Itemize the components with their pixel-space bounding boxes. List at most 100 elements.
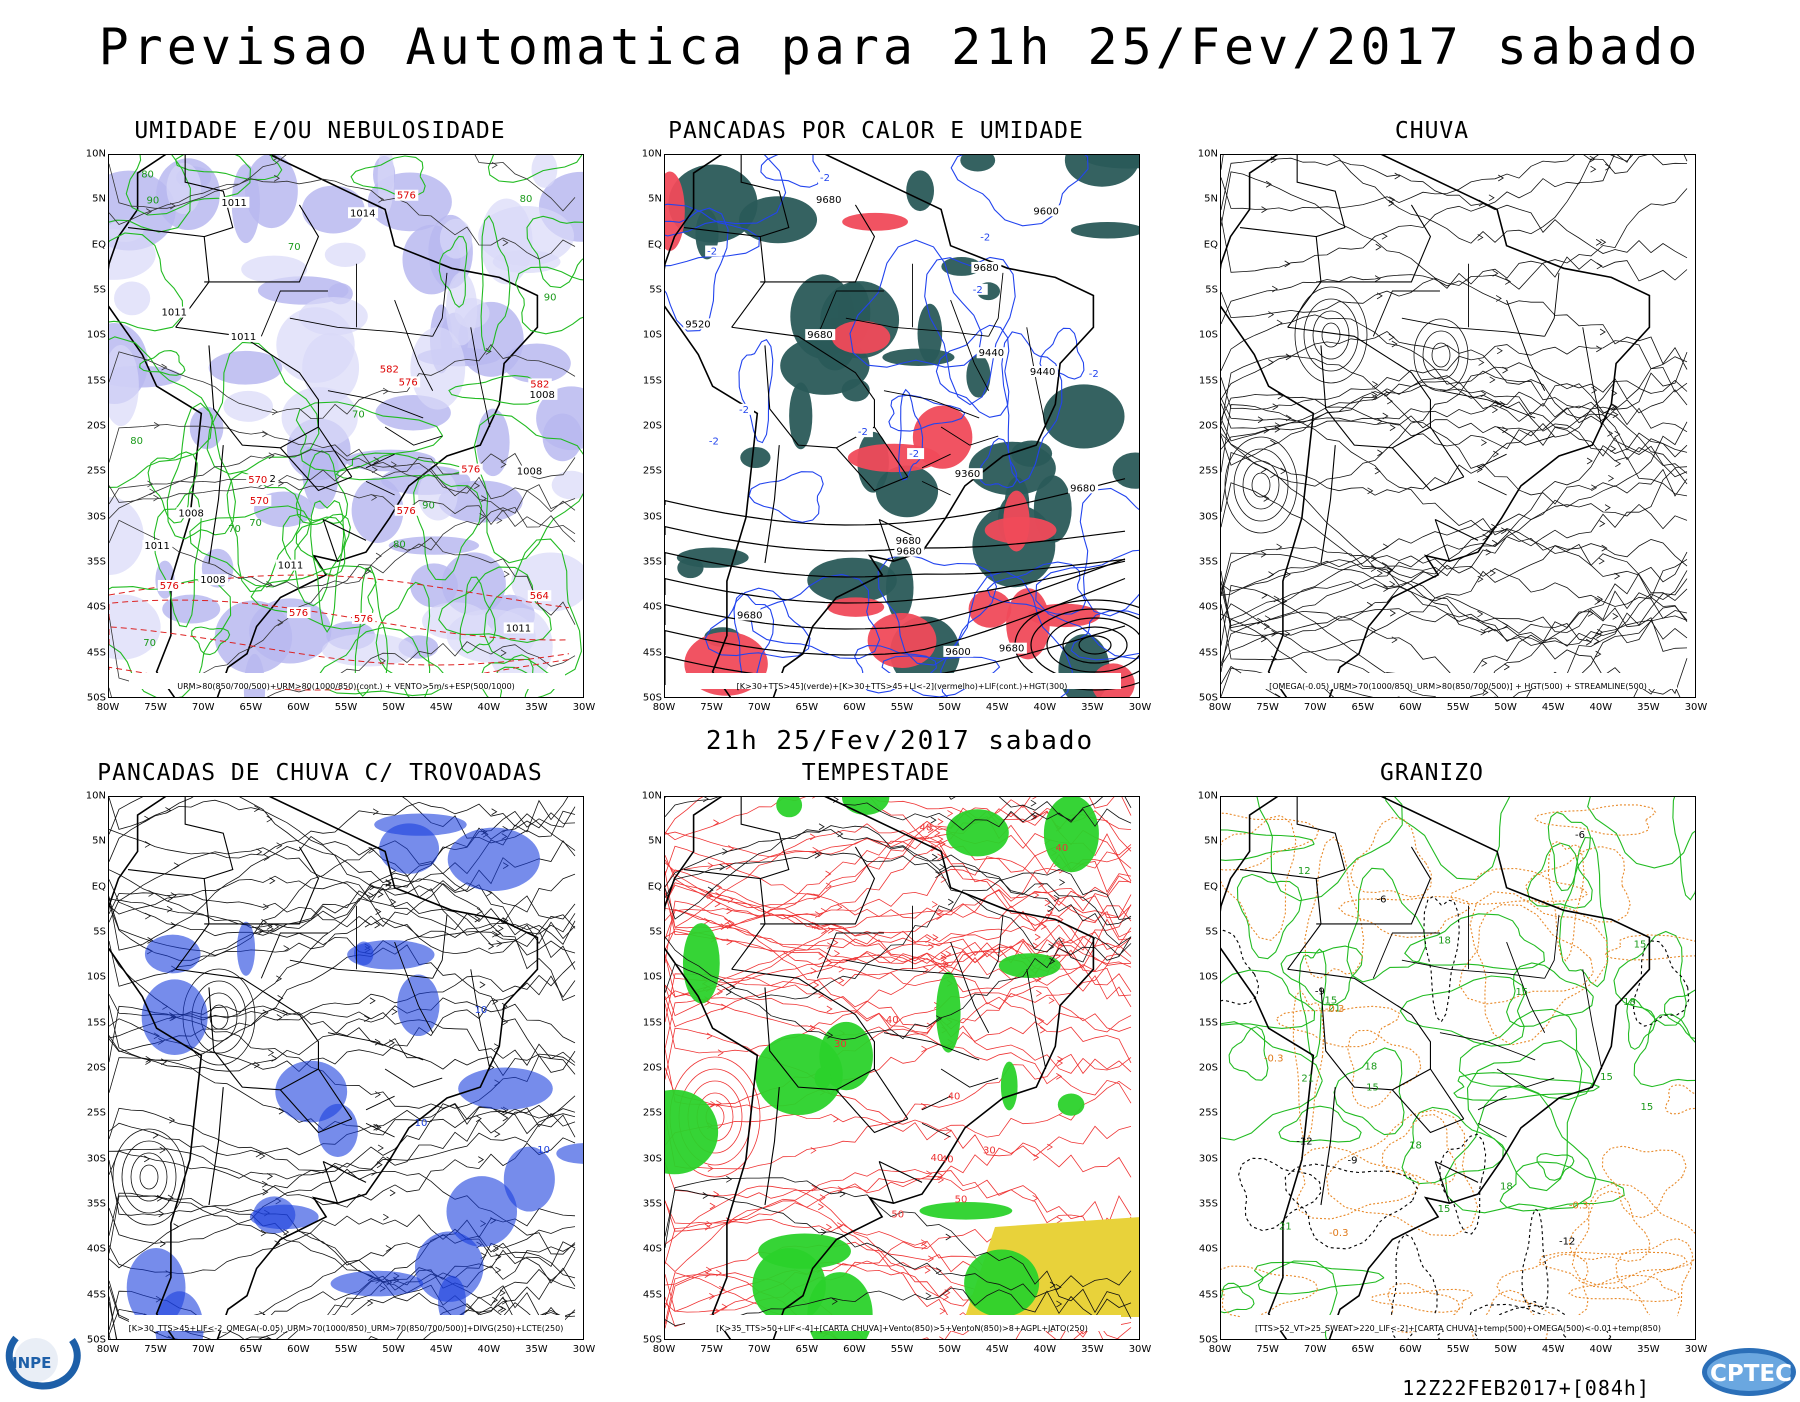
lat-tick-label: 15S	[642, 375, 662, 387]
lon-tick-label: 70W	[191, 702, 215, 713]
isobar-label: 1011	[144, 541, 169, 552]
panel-title-trovoadas: PANCADAS DE CHUVA C/ TROVOADAS	[97, 760, 543, 786]
panel-title-granizo: GRANIZO	[1380, 760, 1484, 786]
lat-axis: 10N 5N EQ 5S 10S 15S 20S 25S 30S 35S 40S 45S 50S	[636, 791, 662, 1346]
height-label: 9440	[979, 348, 1004, 359]
panel-trovoadas: PANCADAS DE CHUVA C/ TROVOADAS 10N 5N EQ 5S 1…	[80, 760, 596, 1360]
lat-tick-label: 15S	[86, 375, 106, 387]
lat-tick-label: 30S	[642, 1153, 662, 1165]
lat-axis: 10N 5N EQ 5S 10S 15S 20S 25S 30S 35S 40S 45S 50S	[80, 149, 106, 704]
omega-label: -0.3	[1325, 1004, 1345, 1015]
lon-tick-label: 45W	[1541, 702, 1565, 713]
lat-tick-label: 5S	[649, 926, 662, 938]
height-label: 9520	[685, 319, 710, 330]
lat-tick-label: 30S	[86, 511, 106, 523]
temp500-label: 12	[1298, 866, 1311, 877]
lon-tick-label: 30W	[1128, 1344, 1152, 1355]
temp850-label: -12	[1296, 1136, 1312, 1147]
lon-tick-label: 55W	[1446, 1344, 1470, 1355]
temp500-label: 18	[1438, 936, 1451, 947]
lat-tick-label: 15S	[1198, 375, 1218, 387]
panel-title-tempestade: TEMPESTADE	[801, 760, 951, 786]
lat-tick-label: 50S	[642, 692, 662, 704]
lon-tick-label: 50W	[938, 1344, 961, 1355]
wind-speed-label: 30	[983, 1145, 996, 1156]
lon-tick-label: 55W	[890, 1344, 914, 1355]
lon-tick-label: 55W	[1446, 702, 1470, 713]
height-label: 9680	[737, 610, 762, 621]
temp500-label: 18	[1365, 1062, 1378, 1073]
lat-tick-label: 50S	[1198, 1334, 1218, 1346]
lat-tick-label: 20S	[642, 420, 662, 432]
lat-tick-label: 5S	[1205, 926, 1218, 938]
caption-chuva: [OMEGA(-0.05)_URM>70(1000/850)_URM>80(85…	[1269, 682, 1647, 691]
lat-tick-label: 35S	[642, 556, 662, 568]
humidity-label: 70	[288, 242, 301, 253]
height-label: 9600	[1033, 206, 1058, 217]
lat-tick-label: 5N	[1204, 835, 1218, 847]
lat-tick-label: 20S	[1198, 1062, 1218, 1074]
lat-tick-label: 20S	[1198, 420, 1218, 432]
lat-tick-label: 10S	[86, 329, 106, 341]
lon-tick-label: 80W	[96, 702, 120, 713]
wind-speed-label: 30	[834, 1039, 847, 1050]
lon-tick-label: 80W	[652, 1344, 676, 1355]
height-label: 9680	[973, 263, 998, 274]
lat-tick-label: 5N	[92, 835, 106, 847]
lon-axis: 80W 75W 70W 65W 60W 55W 50W 45W 40W 35W 30W	[1209, 1344, 1708, 1358]
isobar-label: 1011	[506, 623, 531, 634]
lon-tick-label: 45W	[1541, 1344, 1565, 1355]
wind-speed-label: 40	[886, 1015, 899, 1026]
svg-text:INPE: INPE	[12, 1354, 51, 1372]
panel-title-chuva: CHUVA	[1394, 118, 1470, 144]
temp500-label: 21	[1279, 1222, 1292, 1233]
lon-tick-label: 75W	[700, 1344, 723, 1355]
lat-tick-label: 5N	[648, 193, 662, 205]
lat-tick-label: 15S	[86, 1017, 106, 1029]
thickness-label: 576	[399, 377, 418, 388]
height-label: 9360	[955, 469, 980, 480]
lon-tick-label: 70W	[747, 702, 771, 713]
wind-speed-label: 40	[941, 1154, 954, 1165]
lon-tick-label: 50W	[382, 1344, 405, 1355]
temp500-label: 15	[1634, 939, 1647, 950]
lat-tick-label: 25S	[642, 1107, 662, 1119]
temp500-label: 21	[1328, 1004, 1341, 1015]
lifted-index-label: -2	[707, 246, 717, 257]
lat-tick-label: 20S	[642, 1062, 662, 1074]
height-label: 9680	[896, 536, 921, 547]
lon-tick-label: 35W	[1637, 1344, 1660, 1355]
map-pancadas-calor: 9680 9680 9680 9680 9680 9680 9680 9680 9600 9440…	[664, 154, 1140, 698]
map-trovoadas: 10 10 10 [K>30_TTS>45+LIF<-2_OMEGA(-0.05)_U…	[108, 796, 584, 1340]
lon-tick-label: 30W	[572, 1344, 596, 1355]
humidity-label: 80	[393, 539, 406, 550]
lon-axis: 80W 75W 70W 65W 60W 55W 50W 45W 40W 35W 30W	[1209, 702, 1708, 716]
lat-tick-label: 30S	[86, 1153, 106, 1165]
lon-tick-label: 80W	[1208, 1344, 1232, 1355]
wind-speed-label: 50	[955, 1195, 968, 1206]
isobar-label: 1008	[178, 508, 203, 519]
lat-tick-label: 50S	[86, 692, 106, 704]
middle-title: 21h 25/Fev/2017 sabado	[705, 726, 1095, 756]
lat-tick-label: 10N	[641, 790, 662, 802]
lat-tick-label: 10S	[86, 971, 106, 983]
wind-speed-label: 40	[948, 1092, 961, 1103]
cptec-logo: CPTEC	[1700, 1346, 1798, 1398]
humidity-label: 90	[147, 196, 160, 207]
lat-tick-label: 5N	[648, 835, 662, 847]
temp850-label: -12	[1559, 1236, 1575, 1247]
lon-tick-label: 50W	[938, 702, 961, 713]
lat-tick-label: 35S	[86, 556, 106, 568]
lon-tick-label: 45W	[429, 702, 453, 713]
wind-speed-label: 40	[1056, 843, 1069, 854]
lifted-index-label: -2	[1089, 369, 1099, 380]
lon-tick-label: 40W	[1033, 1344, 1057, 1355]
lon-tick-label: 50W	[1494, 1344, 1517, 1355]
lat-tick-label: 45S	[86, 1289, 106, 1301]
lat-tick-label: 10S	[1198, 329, 1218, 341]
lon-tick-label: 35W	[1081, 702, 1104, 713]
lon-tick-label: 65W	[795, 1344, 819, 1355]
lat-tick-label: 40S	[1198, 1243, 1218, 1255]
lat-tick-label: 5N	[92, 193, 106, 205]
panel-title-umidade: UMIDADE E/OU NEBULOSIDADE	[134, 118, 506, 144]
